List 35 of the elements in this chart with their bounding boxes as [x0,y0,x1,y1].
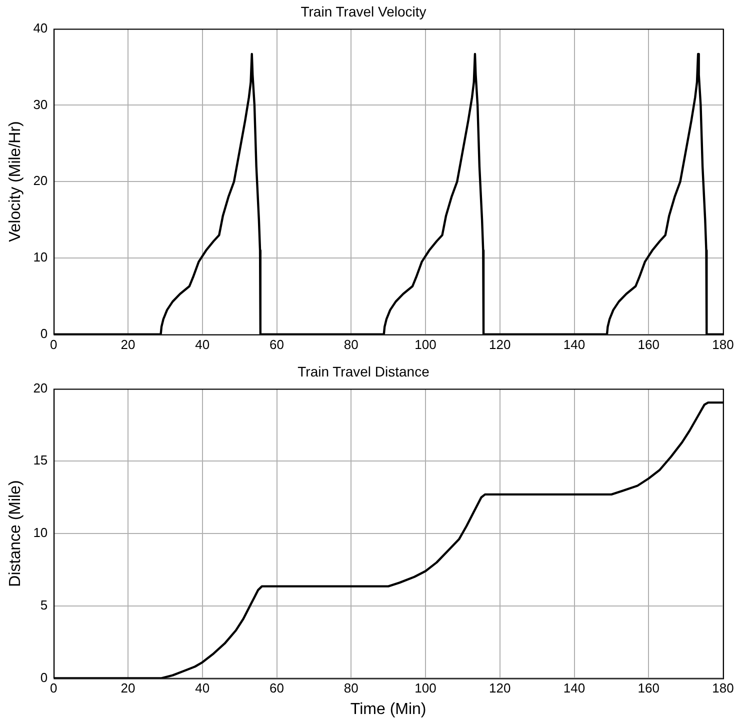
y-tick-label: 10 [33,250,48,265]
y-axis-title: Distance (Mile) [7,480,24,587]
x-tick-label: 80 [344,680,358,696]
x-tick-label: 140 [563,336,586,352]
y-tick-label: 30 [33,96,48,112]
x-tick-label: 80 [344,336,358,352]
x-tick-label: 60 [270,336,284,352]
x-tick-label: 20 [120,336,136,352]
x-tick-label: 180 [712,680,734,696]
x-axis-title: Time (Min) [350,700,426,718]
y-tick-label: 40 [33,20,48,36]
x-tick-label: 60 [270,680,284,696]
y-tick-label: 10 [33,525,48,540]
x-tick-label: 0 [50,680,58,696]
x-tick-label: 100 [414,336,436,352]
y-tick-label: 15 [33,452,48,468]
x-tick-label: 40 [195,336,210,352]
x-tick-label: 160 [638,680,660,696]
x-tick-label: 140 [563,680,586,696]
x-tick-label: 180 [712,336,734,352]
x-tick-label: 120 [489,680,511,696]
x-tick-label: 120 [489,336,511,352]
x-tick-label: 20 [120,680,136,696]
y-tick-label: 0 [40,326,48,341]
y-tick-label: 5 [40,597,48,612]
y-tick-label: 20 [33,380,48,396]
y-tick-label: 0 [40,670,48,685]
chart-title: Train Travel Velocity [300,3,426,20]
x-tick-label: 100 [414,680,436,696]
chart-title: Train Travel Distance [298,363,430,380]
y-tick-label: 20 [33,173,48,188]
x-tick-label: 40 [195,680,210,696]
y-axis-title: Velocity (Mile/Hr) [7,121,24,242]
x-tick-label: 160 [638,336,660,352]
x-tick-label: 0 [50,336,58,352]
